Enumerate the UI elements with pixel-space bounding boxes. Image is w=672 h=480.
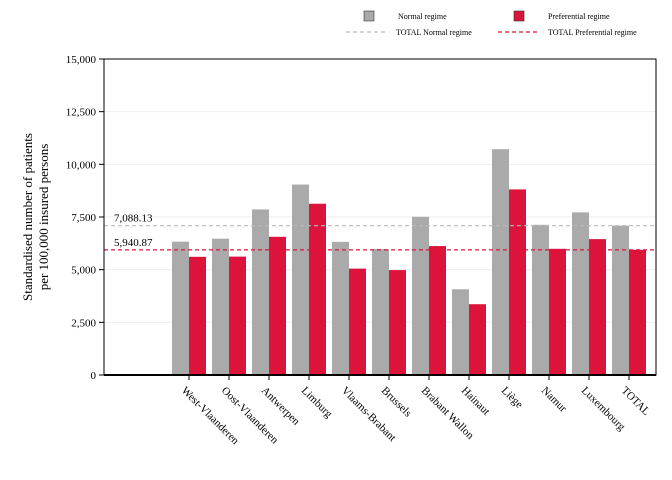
legend-label: Normal regime [398, 12, 447, 21]
legend-swatch-preferential [513, 10, 525, 22]
bar-preferential [189, 256, 206, 375]
x-tick-label: Brussels [379, 385, 414, 420]
bar-normal [292, 184, 309, 375]
bar-preferential [229, 256, 246, 375]
legend-label: TOTAL Normal regime [396, 28, 472, 37]
bar-normal [252, 209, 269, 375]
reference-line-label: 7,088.13 [114, 213, 153, 225]
bar-preferential [269, 236, 286, 375]
axes [99, 58, 657, 380]
bar-preferential [349, 268, 366, 375]
legend-swatch-normal [363, 10, 375, 22]
y-tick-label: 15,000 [66, 54, 97, 66]
y-tick-labels: 0 2,500 5,000 7,500 10,000 12,500 15,000 [66, 54, 97, 382]
bar-preferential [389, 270, 406, 375]
x-tick-label: TOTAL [619, 385, 652, 418]
legend-label: TOTAL Preferential regime [548, 28, 637, 37]
bar-normal [412, 216, 429, 375]
y-tick-label: 0 [91, 370, 97, 382]
x-tick-labels: West-VlaanderenOost-VlaanderenAntwerpenL… [179, 385, 652, 448]
bar-preferential [549, 248, 566, 375]
y-axis-title-line: per 100,000 insured persons [36, 144, 51, 291]
reference-lines: 7,088.13 5,940.87 [104, 213, 656, 251]
x-tick-label: Limburg [299, 385, 335, 421]
bar-normal [492, 149, 509, 375]
legend: Normal regime Preferential regime TOTAL No… [346, 10, 637, 37]
legend-label: Preferential regime [548, 12, 610, 21]
y-tick-label: 7,500 [71, 212, 96, 224]
bar-preferential [469, 304, 486, 375]
bar-normal [532, 224, 549, 375]
y-tick-label: 2,500 [71, 317, 96, 329]
y-axis-title: Standardised number of patientsper 100,0… [20, 133, 51, 301]
bar-preferential [429, 246, 446, 375]
bar-normal [212, 238, 229, 375]
bars [172, 149, 646, 375]
bar-preferential [509, 189, 526, 375]
y-tick-label: 5,000 [71, 265, 96, 277]
y-tick-label: 12,500 [66, 107, 97, 119]
bar-preferential [629, 249, 646, 375]
bar-preferential [589, 239, 606, 375]
reference-line-label: 5,940.87 [114, 237, 153, 249]
x-tick-label: Namur [539, 385, 569, 415]
bar-normal [572, 212, 589, 375]
bar-preferential [309, 203, 326, 375]
x-tick-label: Liège [499, 385, 525, 411]
y-tick-label: 10,000 [66, 159, 97, 171]
bar-normal [612, 225, 629, 375]
bar-normal [172, 241, 189, 375]
bar-normal [452, 289, 469, 375]
bar-normal [372, 249, 389, 375]
x-tick-label: Hainaut [459, 385, 492, 418]
y-axis-title-line: Standardised number of patients [20, 133, 35, 301]
bar-normal [332, 241, 349, 375]
